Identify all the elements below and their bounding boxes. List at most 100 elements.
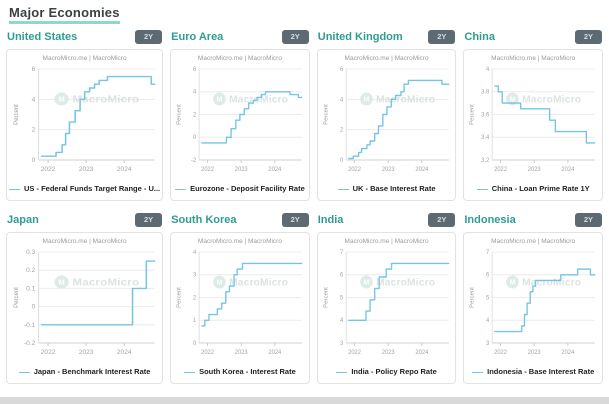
y-axis-title: Percent — [324, 104, 330, 125]
x-tick-label: 2024 — [562, 167, 576, 173]
interest-rate-chart[interactable]: -0.2 -0.1 0 0.1 0.2 0.3 2022 2023 2024 Percent M Ma… — [9, 246, 160, 366]
timeframe-2y-button[interactable]: 2Y — [281, 213, 309, 227]
panel-header-row: South Korea 2Y — [170, 211, 310, 232]
x-tick-label: 2024 — [415, 350, 429, 356]
interest-rate-chart[interactable]: 0 1 2 3 4 2022 2023 2024 Percent M MacroMicro — [173, 246, 307, 366]
timeframe-2y-button[interactable]: 2Y — [574, 30, 602, 44]
y-tick-label: -2 — [191, 158, 196, 164]
y-tick-label: 3.2 — [482, 158, 490, 164]
y-tick-label: 6 — [340, 67, 344, 73]
chart-card: MacroMicro.me | MacroMicro 0 2 4 6 2022 2023 2… — [6, 49, 164, 201]
y-tick-label: 6 — [32, 66, 36, 73]
legend-line-icon — [184, 371, 196, 373]
watermark-logo-icon — [213, 92, 226, 106]
y-tick-label: 2 — [193, 112, 196, 118]
interest-rate-chart[interactable]: 3 4 5 6 7 2022 2023 2024 Percent M MacroMicro — [320, 246, 454, 366]
series-line — [40, 260, 156, 326]
legend-label: India - Policy Repo Rate — [351, 367, 437, 376]
watermark-logo-icon — [506, 275, 520, 289]
interest-rate-chart[interactable]: 0 2 4 6 2022 2023 2024 Percent M MacroMicro — [9, 63, 160, 183]
series-line — [201, 262, 303, 327]
x-tick-label: 2023 — [382, 350, 396, 356]
x-tick-label: 2023 — [79, 166, 94, 173]
x-tick-label: 2023 — [235, 350, 249, 356]
panel-title-link[interactable]: China — [464, 31, 495, 43]
chart-legend[interactable]: South Korea - Interest Rate — [173, 367, 307, 376]
watermark-logo-icon — [54, 275, 69, 289]
panel-title-link[interactable]: Indonesia — [464, 214, 516, 226]
series-line — [347, 262, 450, 321]
x-tick-label: 2022 — [201, 167, 214, 173]
timeframe-2y-button[interactable]: 2Y — [574, 213, 602, 227]
watermark-logo-letter: M — [58, 278, 64, 287]
panel-title-link[interactable]: India — [317, 214, 344, 226]
chart-legend[interactable]: Indonesia - Base Interest Rate — [466, 367, 600, 376]
series-line — [201, 91, 303, 144]
timeframe-2y-button[interactable]: 2Y — [428, 213, 456, 227]
economy-panel: Japan 2Y MacroMicro.me | MacroMicro -0.2… — [6, 211, 164, 384]
timeframe-2y-button[interactable]: 2Y — [134, 30, 163, 44]
x-tick-label: 2022 — [494, 167, 507, 173]
timeframe-2y-button[interactable]: 2Y — [134, 213, 163, 227]
chart-card: MacroMicro.me | MacroMicro 3 4 5 6 7 2022 2023… — [463, 232, 603, 384]
legend-label: UK - Base Interest Rate — [352, 184, 436, 193]
panel-title-link[interactable]: United Kingdom — [317, 31, 403, 43]
macromicro-watermark: M MacroMicro — [506, 92, 581, 106]
panel-title-link[interactable]: South Korea — [171, 214, 237, 226]
chart-legend[interactable]: Japan - Benchmark Interest Rate — [9, 367, 160, 376]
economy-panel: China 2Y MacroMicro.me | MacroMicro 3.2 3… — [463, 28, 603, 201]
series-line — [40, 75, 156, 157]
y-tick-label: 1 — [193, 318, 196, 324]
panel-header-row: Japan 2Y — [6, 211, 163, 232]
interest-rate-chart[interactable]: 0 2 4 6 2022 2023 2024 Percent M MacroMicro — [320, 63, 454, 183]
economy-panel: India 2Y MacroMicro.me | MacroMicro 3 4 5 6… — [316, 211, 457, 384]
y-tick-label: 6 — [486, 273, 490, 279]
y-tick-label: 2 — [193, 295, 196, 301]
chart-card: MacroMicro.me | MacroMicro 3.2 3.4 3.6 3.8 4… — [463, 49, 603, 201]
x-tick-label: 2023 — [235, 167, 249, 173]
watermark-logo-icon — [213, 275, 226, 289]
y-tick-label: 2 — [32, 127, 36, 134]
watermark-logo-letter: M — [363, 279, 369, 286]
y-axis-title: Percent — [470, 104, 476, 125]
page-title: Major Economies — [9, 5, 120, 24]
footer-strip — [0, 397, 609, 404]
watermark-logo-letter: M — [510, 279, 516, 286]
panel-title-link[interactable]: Euro Area — [171, 31, 224, 43]
chart-source-label: MacroMicro.me | MacroMicro — [344, 55, 429, 62]
legend-label: China - Loan Prime Rate 1Y — [491, 184, 590, 193]
x-tick-label: 2022 — [348, 350, 361, 356]
macromicro-watermark: M MacroMicro — [213, 92, 288, 106]
y-tick-label: -0.1 — [24, 322, 36, 329]
interest-rate-chart[interactable]: 3.2 3.4 3.6 3.8 4 2022 2023 2024 Percent M MacroMi… — [466, 63, 600, 183]
legend-label: Japan - Benchmark Interest Rate — [33, 367, 151, 376]
timeframe-2y-button[interactable]: 2Y — [428, 30, 456, 44]
x-tick-label: 2024 — [117, 166, 132, 173]
panel-title-link[interactable]: Japan — [7, 214, 39, 226]
chart-legend[interactable]: Eurozone - Deposit Facility Rate — [173, 184, 307, 193]
y-tick-label: 3.6 — [482, 112, 491, 118]
x-tick-label: 2024 — [415, 167, 429, 173]
page: Major Economies United States 2Y MacroMi… — [6, 5, 603, 384]
chart-card: MacroMicro.me | MacroMicro 0 1 2 3 4 2022 2023… — [170, 232, 310, 384]
interest-rate-chart[interactable]: 3 4 5 6 7 2022 2023 2024 Percent M MacroMicro — [466, 246, 600, 366]
x-tick-label: 2022 — [41, 166, 56, 173]
panel-title-link[interactable]: United States — [7, 31, 78, 43]
chart-legend[interactable]: US - Federal Funds Target Range - U... — [9, 184, 160, 193]
timeframe-2y-button[interactable]: 2Y — [281, 30, 309, 44]
y-tick-label: 3.4 — [482, 135, 491, 141]
legend-line-icon — [9, 188, 20, 190]
watermark-text: MacroMicro — [376, 277, 435, 288]
economy-panel: Indonesia 2Y MacroMicro.me | MacroMicro … — [463, 211, 603, 384]
watermark-text: MacroMicro — [73, 277, 140, 288]
panel-header-row: Indonesia 2Y — [463, 211, 603, 232]
chart-legend[interactable]: UK - Base Interest Rate — [320, 184, 454, 193]
watermark-logo-letter: M — [217, 96, 223, 103]
panel-header-row: India 2Y — [317, 211, 457, 232]
chart-legend[interactable]: China - Loan Prime Rate 1Y — [466, 184, 600, 193]
chart-source-label: MacroMicro.me | MacroMicro — [491, 238, 576, 245]
interest-rate-chart[interactable]: -2 0 2 4 6 2022 2023 2024 Percent M MacroMicro — [173, 63, 307, 183]
chart-legend[interactable]: India - Policy Repo Rate — [320, 367, 454, 376]
x-tick-label: 2023 — [79, 349, 94, 356]
y-tick-label: 4 — [486, 67, 490, 73]
